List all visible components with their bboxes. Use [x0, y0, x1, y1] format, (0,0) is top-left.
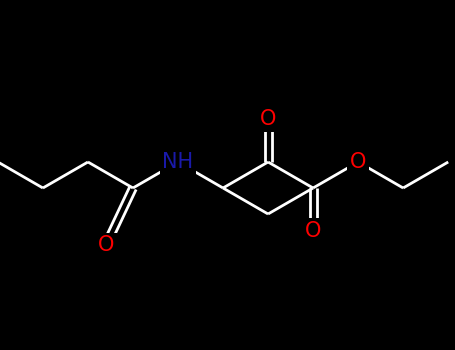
Text: O: O [350, 152, 366, 172]
Text: O: O [260, 109, 276, 130]
Text: NH: NH [162, 152, 193, 172]
Text: O: O [98, 235, 114, 255]
Text: O: O [305, 220, 321, 241]
